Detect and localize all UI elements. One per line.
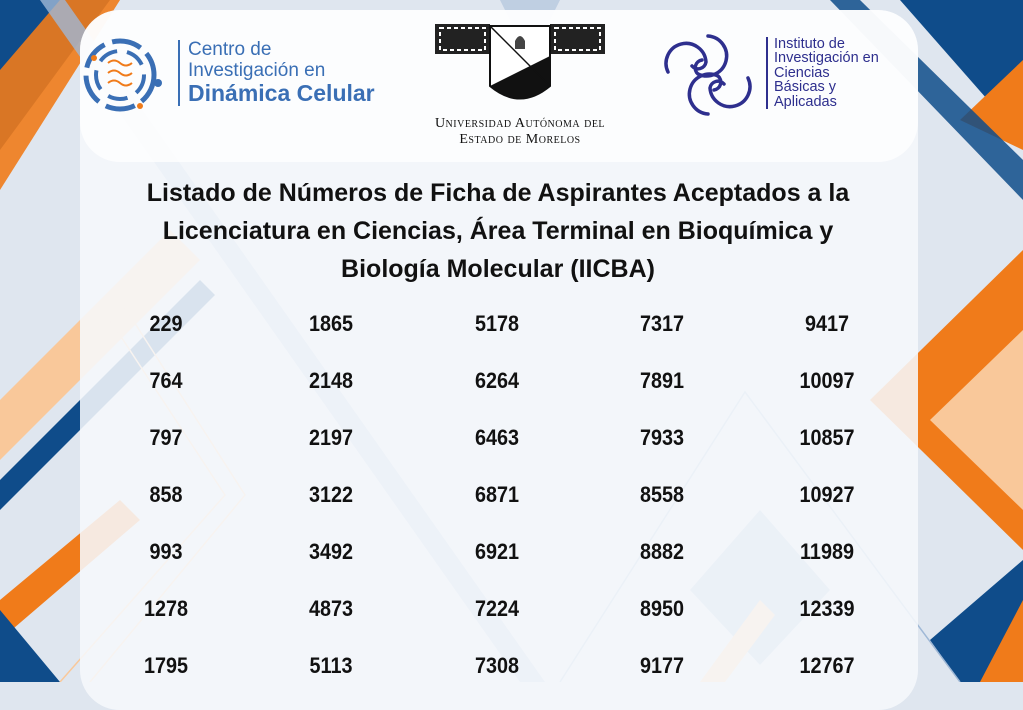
ficha-number: 6264: [474, 368, 520, 393]
ficha-number: 12339: [799, 596, 855, 621]
ficha-number: 7308: [474, 653, 520, 678]
uaem-line1: Universidad Autónoma del: [434, 116, 606, 131]
ficha-number: 11989: [800, 539, 854, 564]
ficha-number: 7891: [639, 368, 685, 393]
title-line2: Licenciatura en Ciencias, Área Terminal …: [162, 217, 834, 245]
ficha-number: 7933: [639, 425, 685, 450]
title-line1: Listado de Números de Ficha de Aspirante…: [146, 179, 850, 207]
cidc-line3: Dinámica Celular: [188, 80, 375, 107]
ficha-number: 764: [149, 368, 183, 393]
cidc-line2: Investigación en: [188, 59, 326, 81]
iicba-swirl-icon: [664, 34, 752, 116]
ficha-number: 1865: [308, 311, 354, 336]
iicba-line2: Investigación en: [774, 50, 879, 67]
iicba-line3: Ciencias: [774, 64, 830, 81]
cell-dynamics-icon: [83, 38, 162, 112]
ficha-number: 5178: [474, 311, 520, 336]
ficha-number: 10097: [799, 368, 855, 393]
ficha-number: 229: [149, 311, 183, 336]
iicba-logo: Instituto de Investigación en Ciencias B…: [658, 28, 879, 118]
ficha-number: 1278: [143, 596, 189, 621]
ficha-number: 2148: [308, 368, 354, 393]
iicba-line5: Aplicadas: [774, 93, 837, 110]
ficha-number: 10857: [799, 425, 855, 450]
ficha-number: 2197: [308, 425, 354, 450]
ficha-number: 993: [149, 539, 183, 564]
uaem-line2: Estado de Morelos: [459, 132, 581, 148]
ficha-number: 9177: [639, 653, 685, 678]
ficha-number: 6871: [474, 482, 520, 507]
uaem-shield-icon: [435, 24, 605, 100]
ficha-number: 8950: [639, 596, 685, 621]
ficha-number: 6921: [474, 539, 520, 564]
ficha-number: 9417: [804, 311, 850, 336]
ficha-number: 10927: [799, 482, 855, 507]
ficha-number: 12767: [799, 653, 855, 678]
ficha-number: 6463: [474, 425, 520, 450]
iicba-line1: Instituto de: [774, 35, 845, 52]
ficha-number: 8558: [639, 482, 685, 507]
ficha-number: 7317: [639, 311, 685, 336]
iicba-line4: Básicas y: [774, 79, 837, 96]
ficha-number: 797: [149, 425, 183, 450]
ficha-number: 3122: [308, 482, 354, 507]
uaem-logo: Universidad Autónoma del Estado de Morel…: [405, 16, 635, 148]
cidc-line1: Centro de: [188, 39, 272, 61]
ficha-number: 3492: [308, 539, 354, 564]
ficha-number: 8882: [639, 539, 685, 564]
ficha-number: 1795: [143, 653, 189, 678]
page-title: Listado de Números de Ficha de Aspirante…: [100, 174, 896, 288]
ficha-number: 858: [149, 482, 183, 507]
title-line3: Biología Molecular (IICBA): [341, 255, 655, 283]
ficha-number: 5113: [309, 653, 353, 678]
ficha-number: 4873: [308, 596, 354, 621]
ficha-number: 7224: [474, 596, 520, 621]
cidc-logo: Centro de Investigación en Dinámica Celu…: [80, 28, 375, 118]
